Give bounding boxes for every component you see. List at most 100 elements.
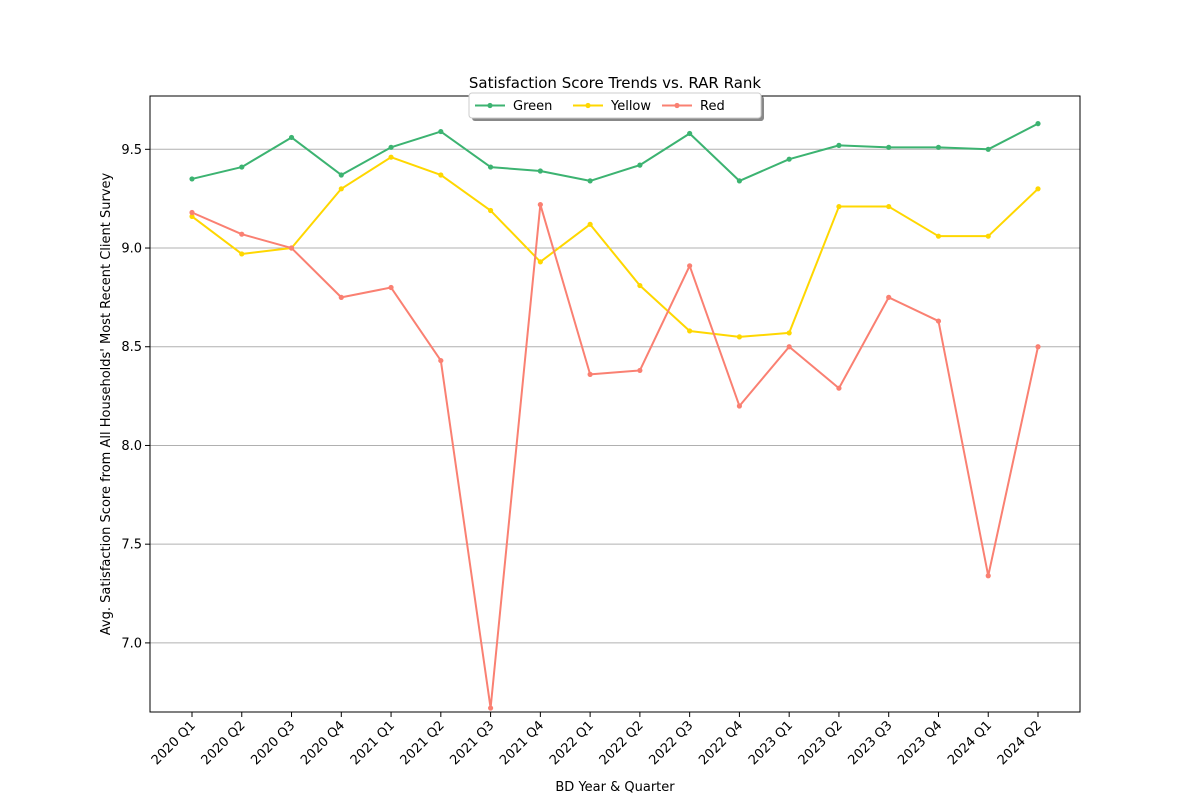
x-tick-label: 2022 Q3 bbox=[646, 718, 696, 768]
data-point bbox=[338, 186, 344, 192]
grid bbox=[150, 148, 1080, 644]
x-tick-label: 2021 Q3 bbox=[447, 718, 497, 768]
data-point bbox=[886, 144, 892, 150]
data-point bbox=[886, 294, 892, 300]
data-point bbox=[487, 164, 494, 170]
data-point bbox=[487, 705, 494, 711]
y-tick-label: 8.5 bbox=[121, 340, 142, 355]
x-tick-label: 2024 Q1 bbox=[945, 718, 995, 768]
data-point bbox=[935, 318, 942, 324]
data-point bbox=[388, 154, 394, 160]
data-point bbox=[587, 371, 593, 377]
data-point bbox=[338, 172, 344, 178]
legend-box bbox=[468, 92, 762, 119]
legend-marker bbox=[585, 102, 591, 109]
legend-item: Red bbox=[662, 99, 725, 114]
legend-label: Yellow bbox=[610, 99, 651, 114]
data-point bbox=[786, 330, 792, 336]
data-point bbox=[239, 231, 245, 237]
data-point bbox=[338, 294, 344, 300]
x-tick-label: 2024 Q2 bbox=[995, 718, 1045, 768]
x-tick-label: 2020 Q2 bbox=[199, 718, 249, 768]
data-point bbox=[985, 573, 991, 579]
data-point bbox=[687, 328, 693, 334]
data-point bbox=[189, 209, 195, 216]
data-point bbox=[736, 403, 743, 409]
x-axis-label: BD Year & Quarter bbox=[555, 780, 675, 795]
y-tick-label: 9.5 bbox=[121, 143, 142, 158]
data-point bbox=[438, 128, 444, 135]
legend-label: Red bbox=[700, 99, 725, 114]
x-tick-label: 2020 Q1 bbox=[149, 718, 199, 768]
x-tick-label: 2023 Q1 bbox=[746, 718, 796, 768]
data-point bbox=[239, 164, 245, 170]
data-point bbox=[637, 367, 643, 374]
legend-item: Yellow bbox=[573, 99, 651, 114]
data-point bbox=[1035, 344, 1041, 350]
series-green bbox=[189, 121, 1041, 184]
y-tick-label: 8.0 bbox=[121, 439, 142, 454]
data-point bbox=[388, 284, 394, 291]
data-point bbox=[189, 213, 195, 220]
data-point bbox=[1035, 186, 1041, 192]
x-tick-label: 2023 Q3 bbox=[846, 718, 896, 768]
data-point bbox=[288, 134, 295, 141]
data-point bbox=[836, 142, 842, 148]
data-point bbox=[537, 201, 543, 208]
data-point bbox=[637, 282, 643, 289]
chart-title: Satisfaction Score Trends vs. RAR Rank bbox=[469, 74, 761, 92]
legend-marker bbox=[674, 102, 680, 109]
x-tick-label: 2021 Q4 bbox=[497, 718, 547, 768]
x-tick-label: 2022 Q1 bbox=[547, 718, 597, 768]
data-point bbox=[587, 178, 593, 184]
data-point bbox=[239, 251, 245, 257]
data-point bbox=[438, 172, 444, 178]
data-point bbox=[935, 144, 942, 150]
data-point bbox=[687, 130, 693, 137]
data-point bbox=[288, 245, 295, 251]
x-tick-label: 2023 Q4 bbox=[895, 718, 945, 768]
data-point bbox=[189, 176, 195, 182]
data-point bbox=[587, 221, 593, 227]
data-point bbox=[438, 357, 444, 364]
data-point bbox=[537, 259, 543, 265]
y-tick-label: 7.5 bbox=[121, 538, 142, 553]
data-point bbox=[736, 178, 743, 184]
data-point bbox=[935, 233, 942, 239]
x-tick-label: 2021 Q1 bbox=[348, 718, 398, 768]
data-point bbox=[637, 162, 643, 168]
x-tick-label: 2020 Q3 bbox=[248, 718, 298, 768]
x-axis: 2020 Q1 2020 Q2 2020 Q3 2020 Q4 2021 Q1 2021 … bbox=[149, 712, 1045, 768]
y-axis-label: Avg. Satisfaction Score from All Househo… bbox=[99, 172, 114, 635]
x-tick-label: 2021 Q2 bbox=[398, 718, 448, 768]
x-tick-label: 2022 Q4 bbox=[696, 718, 746, 768]
x-tick-label: 2020 Q4 bbox=[298, 718, 348, 768]
data-point bbox=[687, 263, 693, 269]
legend-item: Green bbox=[475, 99, 552, 114]
data-point bbox=[985, 233, 991, 239]
legend-label: Green bbox=[513, 99, 552, 114]
y-tick-label: 7.0 bbox=[121, 636, 142, 651]
plot-frame bbox=[149, 95, 1081, 713]
series-line bbox=[191, 122, 1039, 182]
legend: Green Yellow Red bbox=[468, 92, 764, 121]
data-point bbox=[836, 203, 842, 210]
y-axis: 7.0 7.5 8.0 8.5 9.0 9.5 bbox=[121, 143, 150, 651]
data-point bbox=[736, 334, 743, 340]
data-point bbox=[836, 385, 842, 391]
legend-marker bbox=[487, 102, 493, 109]
series-line bbox=[191, 203, 1039, 710]
data-point bbox=[985, 146, 991, 152]
series-lines bbox=[189, 121, 1041, 711]
y-tick-label: 9.0 bbox=[121, 242, 142, 257]
series-red bbox=[189, 201, 1041, 711]
series-line bbox=[191, 156, 1039, 338]
data-point bbox=[487, 207, 494, 214]
data-point bbox=[1035, 121, 1041, 127]
series-yellow bbox=[189, 154, 1041, 340]
x-tick-label: 2022 Q2 bbox=[597, 718, 647, 768]
data-point bbox=[886, 203, 892, 210]
data-point bbox=[388, 144, 394, 150]
data-point bbox=[786, 156, 792, 162]
